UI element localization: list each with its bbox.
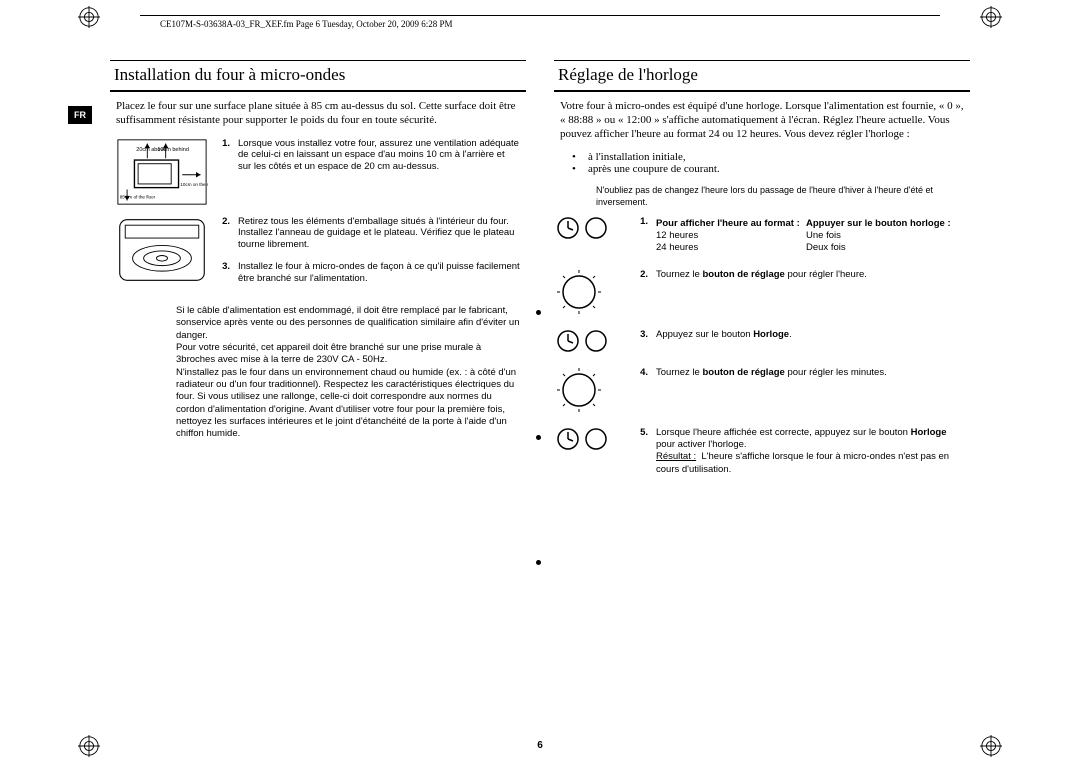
language-badge: FR [68,106,92,124]
installation-row-1: 20cm above 10cm behind 10cm on the side … [116,138,520,206]
registration-mark-icon [980,6,1002,28]
press-cell: Une fois [806,230,951,242]
step-text: Lorsque l'heure affichée est correcte, a… [656,427,964,476]
turntable-diagram-icon [116,216,208,284]
page-number: 6 [0,740,1080,751]
bullet-text: après une coupure de courant. [588,163,720,175]
item-text: Retirez tous les éléments d'emballage si… [238,216,520,252]
step-text: Tournez le bouton de réglage pour régler… [656,269,867,281]
svg-text:85 cm of the floor: 85 cm of the floor [120,194,156,199]
section-title-installation: Installation du four à micro-ondes [110,60,526,92]
clock-step-5: 5. Lorsque l'heure affichée est correcte… [554,427,964,476]
list-item: 1. Lorsque vous installez votre four, as… [216,138,520,174]
list-item: 2. Retirez tous les éléments d'emballage… [216,216,520,252]
installation-row-2: 2. Retirez tous les éléments d'emballage… [116,216,520,295]
installation-intro: Placez le four sur une surface plane sit… [116,100,520,128]
format-cell: 12 heures [656,230,806,242]
item-number: 1. [216,138,230,174]
step-number: 3. [634,329,648,341]
right-column: Réglage de l'horloge Votre four à micro-… [554,60,970,733]
left-column: FR Installation du four à micro-ondes Pl… [110,60,526,733]
clock-button-icon [554,427,624,451]
registration-mark-icon [78,6,100,28]
list-item: 3. Installez le four à micro-ondes de fa… [216,261,520,285]
clock-button-icon [554,216,624,240]
clearance-diagram-icon: 20cm above 10cm behind 10cm on the side … [116,138,208,206]
step-text: Appuyez sur le bouton Horloge. [656,329,792,341]
format-cell: 24 heures [656,242,806,254]
installation-warning: Si le câble d'alimentation est endommagé… [176,305,520,441]
binding-dots-icon [536,310,541,565]
item-number: 2. [216,216,230,252]
step-number: 4. [634,367,648,379]
item-text: Lorsque vous installez votre four, assur… [238,138,520,174]
bullet-text: à l'installation initiale, [588,151,686,163]
dial-icon [554,367,624,413]
header-text: CE107M-S-03638A-03_FR_XEF.fm Page 6 Tues… [160,19,452,29]
svg-text:10cm on the side: 10cm on the side [180,181,208,186]
clock-bullets: •à l'installation initiale, •après une c… [572,151,964,175]
clock-step-1: 1. Pour afficher l'heure au format : App… [554,216,964,255]
press-cell: Deux fois [806,242,951,254]
clock-step-3: 3. Appuyez sur le bouton Horloge. [554,329,964,353]
format-header: Pour afficher l'heure au format : [656,218,806,230]
clock-step-4: 4. Tournez le bouton de réglage pour rég… [554,367,964,413]
step-number: 5. [634,427,648,476]
header-rule [140,15,940,16]
section-title-clock: Réglage de l'horloge [554,60,970,92]
step-number: 1. [634,216,648,255]
svg-text:10cm behind: 10cm behind [157,146,188,152]
item-text: Installez le four à micro-ondes de façon… [238,261,520,285]
clock-step-2: 2. Tournez le bouton de réglage pour rég… [554,269,964,315]
step-text: Tournez le bouton de réglage pour régler… [656,367,887,379]
step-number: 2. [634,269,648,281]
item-number: 3. [216,261,230,285]
dst-note: N'oubliez pas de changez l'heure lors du… [596,185,964,208]
clock-button-icon [554,329,624,353]
page-body: FR Installation du four à micro-ondes Pl… [110,60,970,733]
dial-icon [554,269,624,315]
press-header: Appuyer sur le bouton horloge : [806,218,951,230]
clock-intro: Votre four à micro-ondes est équipé d'un… [560,100,964,141]
